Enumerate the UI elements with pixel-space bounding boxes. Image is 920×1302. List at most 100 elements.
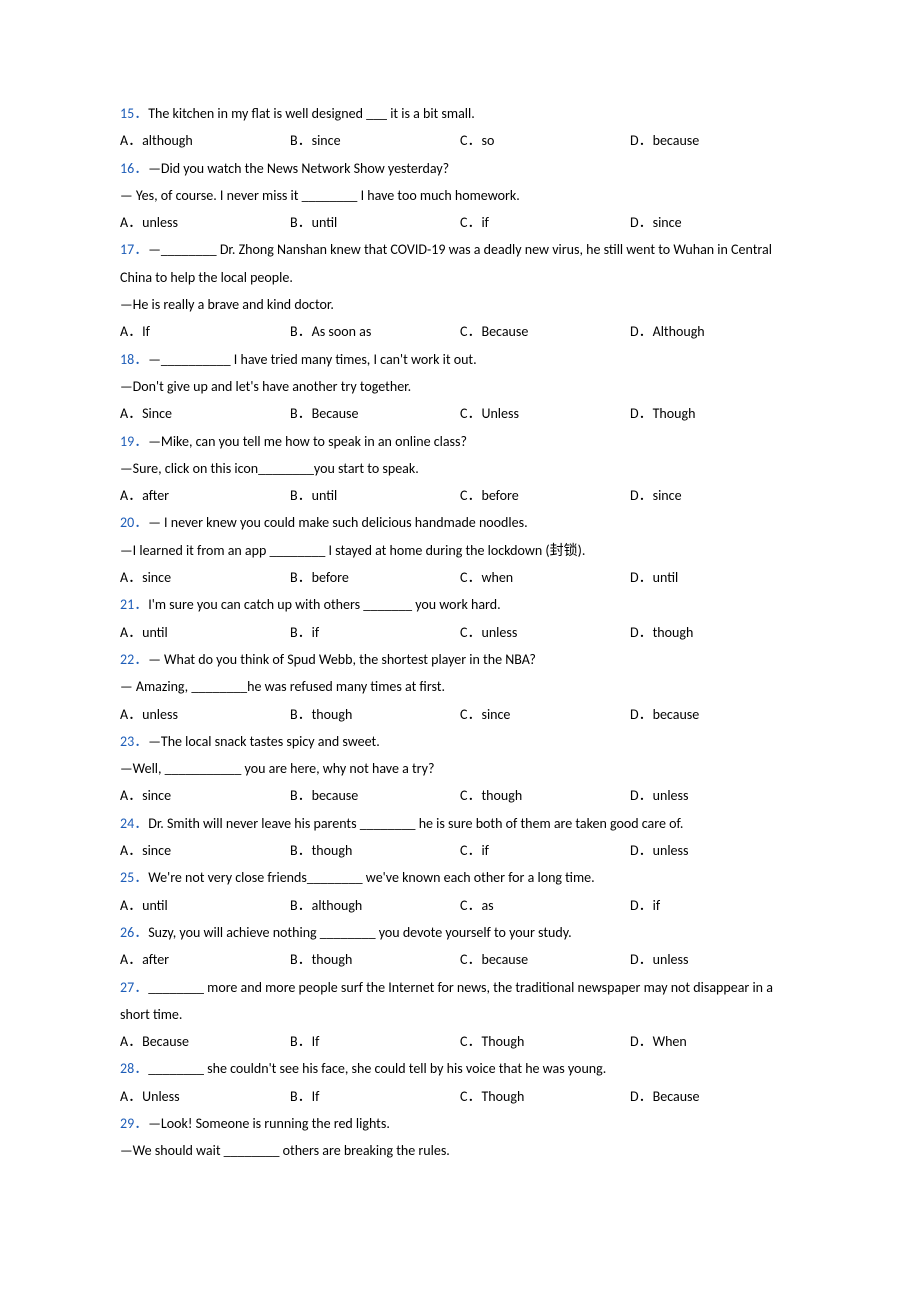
question-text: The kitchen in my flat is well designed … bbox=[148, 105, 475, 122]
question-block: 18．—__________ I have tried many times, … bbox=[120, 346, 800, 428]
option: A．Because bbox=[120, 1028, 290, 1055]
option: C．if bbox=[460, 837, 630, 864]
option: B．If bbox=[290, 1028, 460, 1055]
question-number: 16． bbox=[120, 160, 148, 177]
question-number: 18． bbox=[120, 351, 148, 368]
option: C．so bbox=[460, 127, 630, 154]
question-number: 20． bbox=[120, 514, 148, 531]
question-first-line: 25．We're not very close friends________ … bbox=[120, 864, 800, 891]
options-row: A．sinceB．thoughC．ifD．unless bbox=[120, 837, 800, 864]
question-first-line: 16．—Did you watch the News Network Show … bbox=[120, 155, 800, 182]
options-row: A．unlessB．untilC．ifD．since bbox=[120, 209, 800, 236]
question-text: We're not very close friends________ we'… bbox=[148, 869, 594, 886]
question-block: 28．________ she couldn't see his face, s… bbox=[120, 1055, 800, 1110]
question-text: — I never knew you could make such delic… bbox=[148, 514, 527, 531]
question-text: —The local snack tastes spicy and sweet. bbox=[148, 733, 380, 750]
question-text: Suzy, you will achieve nothing ________ … bbox=[148, 924, 572, 941]
option: C．since bbox=[460, 701, 630, 728]
option: A．until bbox=[120, 892, 290, 919]
question-first-line: 24．Dr. Smith will never leave his parent… bbox=[120, 810, 800, 837]
question-text: —Did you watch the News Network Show yes… bbox=[148, 160, 449, 177]
options-row: A．BecauseB．IfC．ThoughD．When bbox=[120, 1028, 800, 1055]
question-first-line: 28．________ she couldn't see his face, s… bbox=[120, 1055, 800, 1082]
option: B．As soon as bbox=[290, 318, 460, 345]
question-text: — What do you think of Spud Webb, the sh… bbox=[148, 651, 536, 668]
option: B．although bbox=[290, 892, 460, 919]
option: D．though bbox=[630, 619, 800, 646]
question-first-line: 22．— What do you think of Spud Webb, the… bbox=[120, 646, 800, 673]
option: D．until bbox=[630, 564, 800, 591]
option: A．after bbox=[120, 946, 290, 973]
option: D．because bbox=[630, 701, 800, 728]
option: D．Although bbox=[630, 318, 800, 345]
option: D．Though bbox=[630, 400, 800, 427]
question-block: 15．The kitchen in my flat is well design… bbox=[120, 100, 800, 155]
option: C．Though bbox=[460, 1028, 630, 1055]
question-continuation: —He is really a brave and kind doctor. bbox=[120, 291, 800, 318]
option: B．before bbox=[290, 564, 460, 591]
option: C．unless bbox=[460, 619, 630, 646]
option: B．though bbox=[290, 837, 460, 864]
question-block: 19．—Mike, can you tell me how to speak i… bbox=[120, 428, 800, 510]
option: C．when bbox=[460, 564, 630, 591]
question-text: Dr. Smith will never leave his parents _… bbox=[148, 815, 683, 832]
option: A．although bbox=[120, 127, 290, 154]
option: D．Because bbox=[630, 1083, 800, 1110]
option: A．unless bbox=[120, 701, 290, 728]
question-text: —Mike, can you tell me how to speak in a… bbox=[148, 433, 467, 450]
option: C．Unless bbox=[460, 400, 630, 427]
question-first-line: 20．— I never knew you could make such de… bbox=[120, 509, 800, 536]
option: D．unless bbox=[630, 946, 800, 973]
question-number: 27． bbox=[120, 979, 148, 996]
option: B．until bbox=[290, 482, 460, 509]
question-block: 27．________ more and more people surf th… bbox=[120, 974, 800, 1056]
question-first-line: 26．Suzy, you will achieve nothing ______… bbox=[120, 919, 800, 946]
option: D．unless bbox=[630, 837, 800, 864]
document-content: 15．The kitchen in my flat is well design… bbox=[120, 100, 800, 1165]
question-block: 26．Suzy, you will achieve nothing ______… bbox=[120, 919, 800, 974]
question-number: 28． bbox=[120, 1060, 148, 1077]
question-continuation: — Yes, of course. I never miss it ______… bbox=[120, 182, 800, 209]
question-text: ________ more and more people surf the I… bbox=[120, 979, 773, 1023]
option: C．if bbox=[460, 209, 630, 236]
question-continuation: —I learned it from an app ________ I sta… bbox=[120, 537, 800, 564]
question-number: 25． bbox=[120, 869, 148, 886]
question-first-line: 18．—__________ I have tried many times, … bbox=[120, 346, 800, 373]
option: C．because bbox=[460, 946, 630, 973]
question-first-line: 21．I'm sure you can catch up with others… bbox=[120, 591, 800, 618]
options-row: A．untilB．althoughC．asD．if bbox=[120, 892, 800, 919]
options-row: A．sinceB．becauseC．thoughD．unless bbox=[120, 782, 800, 809]
option: A．after bbox=[120, 482, 290, 509]
option: B．until bbox=[290, 209, 460, 236]
option: B．Because bbox=[290, 400, 460, 427]
options-row: A．untilB．ifC．unlessD．though bbox=[120, 619, 800, 646]
option: D．since bbox=[630, 482, 800, 509]
question-number: 17． bbox=[120, 241, 148, 258]
option: A．If bbox=[120, 318, 290, 345]
options-row: A．UnlessB．IfC．ThoughD．Because bbox=[120, 1083, 800, 1110]
question-block: 24．Dr. Smith will never leave his parent… bbox=[120, 810, 800, 865]
option: B．since bbox=[290, 127, 460, 154]
option: B．though bbox=[290, 946, 460, 973]
question-continuation: —Sure, click on this icon________you sta… bbox=[120, 455, 800, 482]
question-block: 23．—The local snack tastes spicy and swe… bbox=[120, 728, 800, 810]
question-block: 17．—________ Dr. Zhong Nanshan knew that… bbox=[120, 236, 800, 345]
question-number: 26． bbox=[120, 924, 148, 941]
options-row: A．unlessB．thoughC．sinceD．because bbox=[120, 701, 800, 728]
question-block: 21．I'm sure you can catch up with others… bbox=[120, 591, 800, 646]
question-continuation: —Don't give up and let's have another tr… bbox=[120, 373, 800, 400]
question-number: 15． bbox=[120, 105, 148, 122]
question-text: —__________ I have tried many times, I c… bbox=[148, 351, 476, 368]
question-text: —________ Dr. Zhong Nanshan knew that CO… bbox=[120, 241, 772, 285]
option: A．unless bbox=[120, 209, 290, 236]
option: D．When bbox=[630, 1028, 800, 1055]
question-block: 22．— What do you think of Spud Webb, the… bbox=[120, 646, 800, 728]
question-continuation: — Amazing, ________he was refused many t… bbox=[120, 673, 800, 700]
options-row: A．IfB．As soon asC．BecauseD．Although bbox=[120, 318, 800, 345]
question-number: 19． bbox=[120, 433, 148, 450]
question-first-line: 15．The kitchen in my flat is well design… bbox=[120, 100, 800, 127]
option: B．because bbox=[290, 782, 460, 809]
option: C．though bbox=[460, 782, 630, 809]
option: A．Unless bbox=[120, 1083, 290, 1110]
question-block: 29．—Look! Someone is running the red lig… bbox=[120, 1110, 800, 1165]
